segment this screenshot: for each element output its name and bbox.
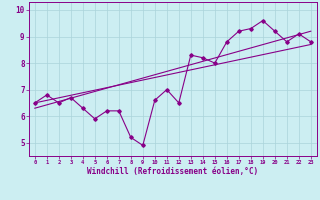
X-axis label: Windchill (Refroidissement éolien,°C): Windchill (Refroidissement éolien,°C) (87, 167, 258, 176)
